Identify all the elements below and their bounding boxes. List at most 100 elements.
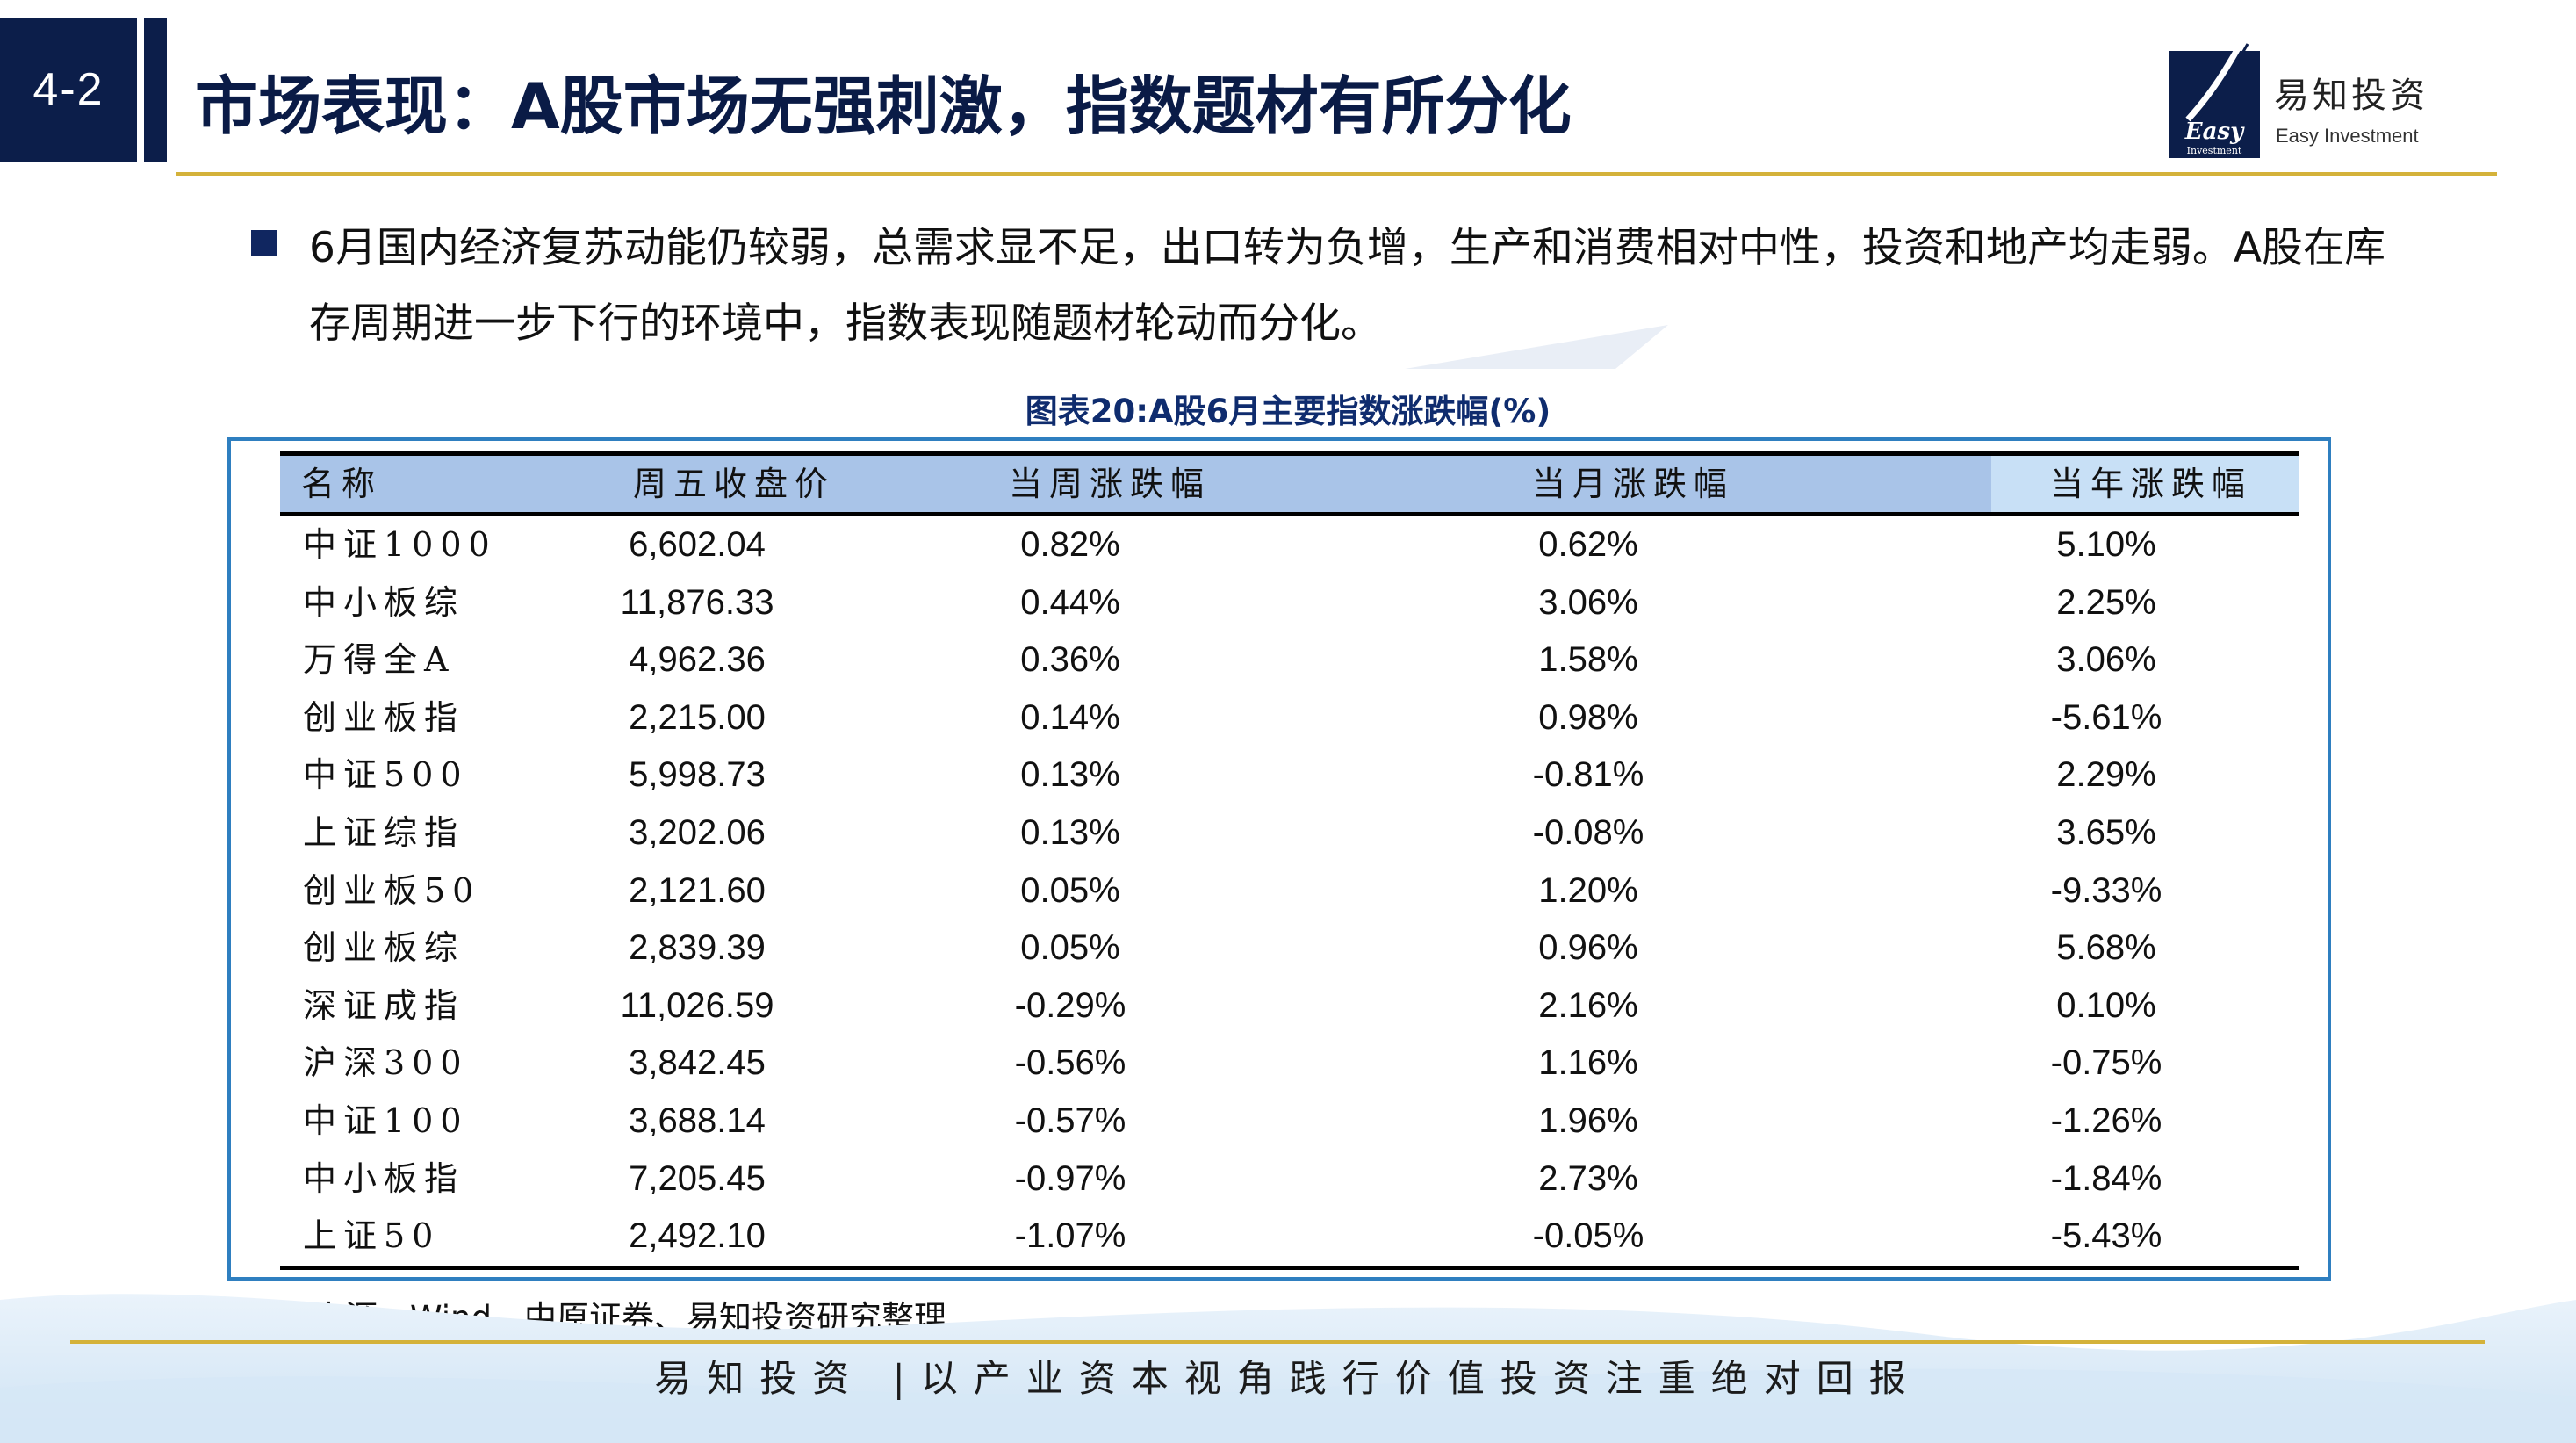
- table-row: 中小板综 11,876.33 0.44% 3.06% 2.25%: [280, 574, 2299, 632]
- row-month-change: 0.62%: [1538, 525, 1638, 564]
- table-row: 深证成指 11,026.59 -0.29% 2.16% 0.10%: [280, 978, 2299, 1035]
- row-name: 深证成指: [303, 985, 465, 1025]
- table-row: 万得全A 4,962.36 0.36% 1.58% 3.06%: [280, 631, 2299, 689]
- row-close: 11,026.59: [620, 985, 774, 1025]
- easy-investment-logo: Easy Investment: [2169, 39, 2260, 158]
- index-performance-table: 名称 周五收盘价 当周涨跌幅 当月涨跌幅 当年涨跌幅 中证1000 6,602.0…: [280, 451, 2299, 1270]
- row-close: 2,492.10: [629, 1216, 766, 1256]
- row-week-change: 0.05%: [1020, 928, 1120, 968]
- row-close: 6,602.04: [629, 525, 766, 564]
- index-performance-table-frame: 名称 周五收盘价 当周涨跌幅 当月涨跌幅 当年涨跌幅 中证1000 6,602.0…: [227, 437, 2331, 1281]
- row-close: 4,962.36: [629, 640, 766, 680]
- logo-subtext: Investment: [2187, 145, 2242, 156]
- row-month-change: -0.08%: [1532, 812, 1644, 852]
- row-close: 5,998.73: [629, 755, 766, 795]
- row-close: 3,688.14: [629, 1100, 766, 1140]
- row-name: 中小板综: [303, 582, 465, 622]
- footer-divider: [70, 1340, 2485, 1344]
- header-accent-bar: [144, 18, 167, 162]
- row-ytd-change: -9.33%: [2050, 870, 2162, 910]
- table-row: 中证100 3,688.14 -0.57% 1.96% -1.26%: [280, 1093, 2299, 1151]
- row-name: 创业板指: [303, 697, 465, 737]
- row-close: 2,215.00: [629, 697, 766, 737]
- row-ytd-change: -5.61%: [2050, 697, 2162, 737]
- table-row: 创业板综 2,839.39 0.05% 0.96% 5.68%: [280, 920, 2299, 978]
- row-week-change: 0.44%: [1020, 582, 1120, 622]
- row-name: 中证100: [303, 1100, 469, 1140]
- row-month-change: -0.81%: [1532, 755, 1644, 795]
- table-row: 中小板指 7,205.45 -0.97% 2.73% -1.84%: [280, 1151, 2299, 1209]
- row-week-change: 0.05%: [1020, 870, 1120, 910]
- row-month-change: 1.20%: [1538, 870, 1638, 910]
- row-month-change: 1.58%: [1538, 640, 1638, 680]
- column-header-ytd-change: 当年涨跌幅: [2050, 465, 2253, 503]
- table-bottom-rule: [280, 1265, 2299, 1270]
- table-row: 上证综指 3,202.06 0.13% -0.08% 3.65%: [280, 804, 2299, 862]
- table-row: 中证1000 6,602.04 0.82% 0.62% 5.10%: [280, 516, 2299, 574]
- section-number-badge: 4-2: [0, 18, 137, 162]
- row-month-change: 2.16%: [1538, 985, 1638, 1025]
- table-header-row: 名称 周五收盘价 当周涨跌幅 当月涨跌幅 当年涨跌幅: [280, 451, 2299, 516]
- row-close: 3,842.45: [629, 1043, 766, 1083]
- footer-slogan: 易知投资 |以产业资本视角践行价值投资注重绝对回报: [654, 1357, 1922, 1400]
- row-ytd-change: 5.68%: [2056, 928, 2156, 968]
- row-week-change: -0.29%: [1014, 985, 1126, 1025]
- row-month-change: 1.96%: [1538, 1100, 1638, 1140]
- column-header-name: 名称: [301, 465, 383, 503]
- brand-name-cn: 易知投资: [2274, 76, 2428, 116]
- row-name: 沪深300: [303, 1043, 469, 1083]
- summary-bullet-text: 6月国内经济复苏动能仍较弱，总需求显不足，出口转为负增，生产和消费相对中性，投资…: [309, 224, 2386, 348]
- row-ytd-change: -5.43%: [2050, 1216, 2162, 1256]
- row-month-change: 1.16%: [1538, 1043, 1638, 1083]
- column-header-close: 周五收盘价: [633, 465, 836, 503]
- header-highlight-cell: [1991, 456, 2299, 512]
- row-ytd-change: 3.65%: [2056, 812, 2156, 852]
- row-ytd-change: -1.26%: [2050, 1100, 2162, 1140]
- row-name: 万得全A: [303, 640, 456, 680]
- row-close: 2,839.39: [629, 928, 766, 968]
- row-close: 2,121.60: [629, 870, 766, 910]
- row-month-change: 0.96%: [1538, 928, 1638, 968]
- brand-name-en: Easy Investment: [2276, 125, 2419, 147]
- row-week-change: 0.82%: [1020, 525, 1120, 564]
- row-name: 上证50: [303, 1216, 441, 1256]
- row-week-change: 0.36%: [1020, 640, 1120, 680]
- row-month-change: 2.73%: [1538, 1158, 1638, 1198]
- row-ytd-change: 3.06%: [2056, 640, 2156, 680]
- row-week-change: 0.13%: [1020, 755, 1120, 795]
- row-ytd-change: -0.75%: [2050, 1043, 2162, 1083]
- table-row: 中证500 5,998.73 0.13% -0.81% 2.29%: [280, 747, 2299, 804]
- decorative-swoosh: [1405, 325, 1668, 369]
- table-caption: 图表20:A股6月主要指数涨跌幅(%): [1025, 393, 1551, 430]
- row-month-change: 3.06%: [1538, 582, 1638, 622]
- row-name: 中小板指: [303, 1158, 465, 1198]
- row-week-change: 0.13%: [1020, 812, 1120, 852]
- column-header-month-change: 当月涨跌幅: [1532, 465, 1735, 503]
- row-ytd-change: 5.10%: [2056, 525, 2156, 564]
- row-ytd-change: 0.10%: [2056, 985, 2156, 1025]
- row-month-change: -0.05%: [1532, 1216, 1644, 1256]
- row-week-change: -0.57%: [1014, 1100, 1126, 1140]
- page-title: 市场表现：A股市场无强刺激，指数题材有所分化: [195, 69, 1572, 143]
- row-close: 11,876.33: [620, 582, 774, 622]
- table-row: 上证50 2,492.10 -1.07% -0.05% -5.43%: [280, 1208, 2299, 1266]
- row-name: 创业板50: [303, 870, 481, 910]
- bullet-square-icon: [251, 230, 277, 256]
- table-row: 创业板指 2,215.00 0.14% 0.98% -5.61%: [280, 689, 2299, 747]
- logo-text: Easy: [2184, 119, 2245, 145]
- header-divider: [176, 172, 2497, 176]
- row-close: 3,202.06: [629, 812, 766, 852]
- row-week-change: -0.56%: [1014, 1043, 1126, 1083]
- table-body: 中证1000 6,602.04 0.82% 0.62% 5.10% 中小板综 11,876.…: [280, 516, 2299, 1266]
- row-week-change: 0.14%: [1020, 697, 1120, 737]
- row-name: 上证综指: [303, 812, 465, 852]
- row-week-change: -0.97%: [1014, 1158, 1126, 1198]
- row-month-change: 0.98%: [1538, 697, 1638, 737]
- row-name: 中证1000: [303, 525, 497, 564]
- row-name: 创业板综: [303, 928, 465, 968]
- table-row: 创业板50 2,121.60 0.05% 1.20% -9.33%: [280, 862, 2299, 920]
- footer-wave-background: [0, 1294, 2576, 1443]
- row-week-change: -1.07%: [1014, 1216, 1126, 1256]
- row-close: 7,205.45: [629, 1158, 766, 1198]
- row-ytd-change: 2.29%: [2056, 755, 2156, 795]
